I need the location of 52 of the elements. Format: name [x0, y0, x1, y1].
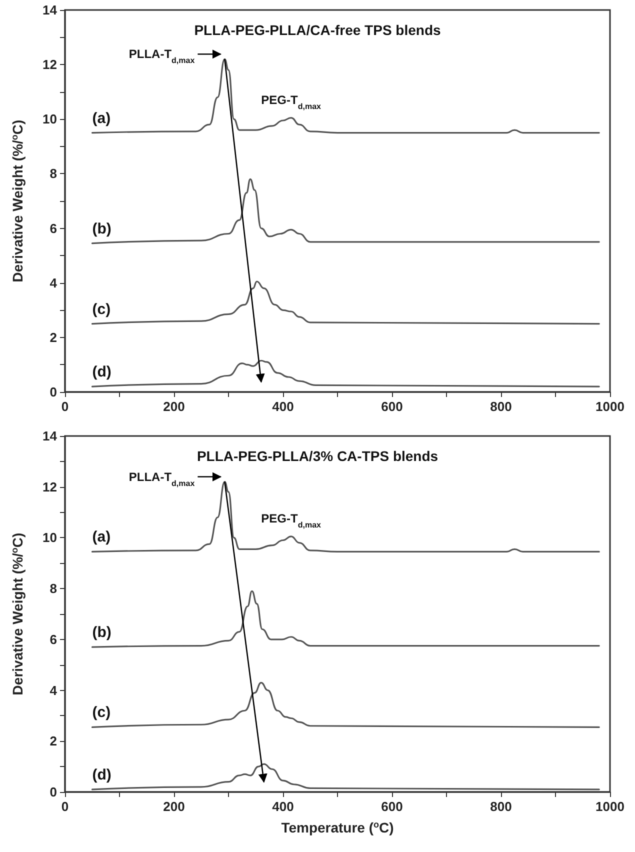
y-tick-label: 10: [42, 530, 57, 546]
series-label: (c): [92, 300, 111, 318]
x-tick-label: 200: [163, 399, 185, 414]
series-label: (b): [92, 624, 112, 642]
text: PLLA-PEG-PLLA/CA-free TPS blends: [194, 22, 441, 38]
y-tick-label: 0: [50, 384, 57, 400]
annotation: PLLA-T$_{d,max}$: [128, 47, 196, 65]
series-label: (b): [92, 220, 112, 238]
x-tick-label: 800: [490, 799, 512, 814]
series-label: (d): [92, 766, 112, 784]
x-tick-label: 200: [163, 799, 185, 814]
x-tick-label: 600: [381, 799, 403, 814]
y-tick-label: 10: [42, 112, 57, 127]
x-tick-label: 0: [61, 799, 69, 814]
annotation: PEG-T$_{d,max}$: [261, 511, 322, 529]
x-tick-label: 0: [61, 399, 69, 414]
y-tick-label: 12: [42, 479, 57, 494]
annotation: PLLA-T$_{d,max}$: [128, 470, 196, 488]
y-tick-label: 6: [50, 632, 57, 647]
series-label: (c): [92, 704, 111, 722]
line-series: [91, 178, 600, 244]
line-series: [91, 58, 600, 134]
line-series: [91, 360, 600, 388]
series-label: (d): [92, 364, 112, 381]
annotation: PEG-T$_{d,max}$: [261, 92, 322, 110]
y-axis-title: Derivative Weight (%/oC): [10, 532, 26, 696]
x-tick-label: 1000: [596, 399, 624, 414]
line-series: [91, 480, 600, 552]
y-tick-label: 8: [50, 581, 57, 596]
y-tick-label: 12: [42, 57, 57, 72]
line-series: [91, 280, 600, 325]
y-tick-label: 8: [50, 166, 57, 182]
x-tick-label: 1000: [596, 799, 624, 814]
y-tick-label: 0: [50, 784, 57, 800]
y-tick-label: 4: [50, 682, 58, 698]
x-tick-label: 600: [381, 399, 403, 414]
y-tick-label: 14: [42, 2, 58, 18]
y-tick-label: 14: [42, 428, 58, 444]
y-tick-label: 4: [50, 275, 58, 290]
line-series: [91, 590, 600, 648]
line-series: [91, 682, 600, 728]
line-series: [91, 763, 600, 790]
y-tick-label: 6: [50, 220, 57, 236]
y-axis-title: Derivative Weight (%/oC): [10, 120, 26, 282]
x-tick-label: 800: [490, 399, 512, 414]
y-tick-label: 2: [50, 734, 57, 749]
x-tick-label: 400: [272, 799, 294, 814]
series-label: (a): [92, 110, 111, 127]
x-tick-label: 400: [272, 399, 294, 414]
text: PLLA-PEG-PLLA/3% CA-TPS blends: [196, 448, 438, 464]
series-label: (a): [92, 528, 111, 546]
y-tick-label: 2: [50, 330, 57, 345]
